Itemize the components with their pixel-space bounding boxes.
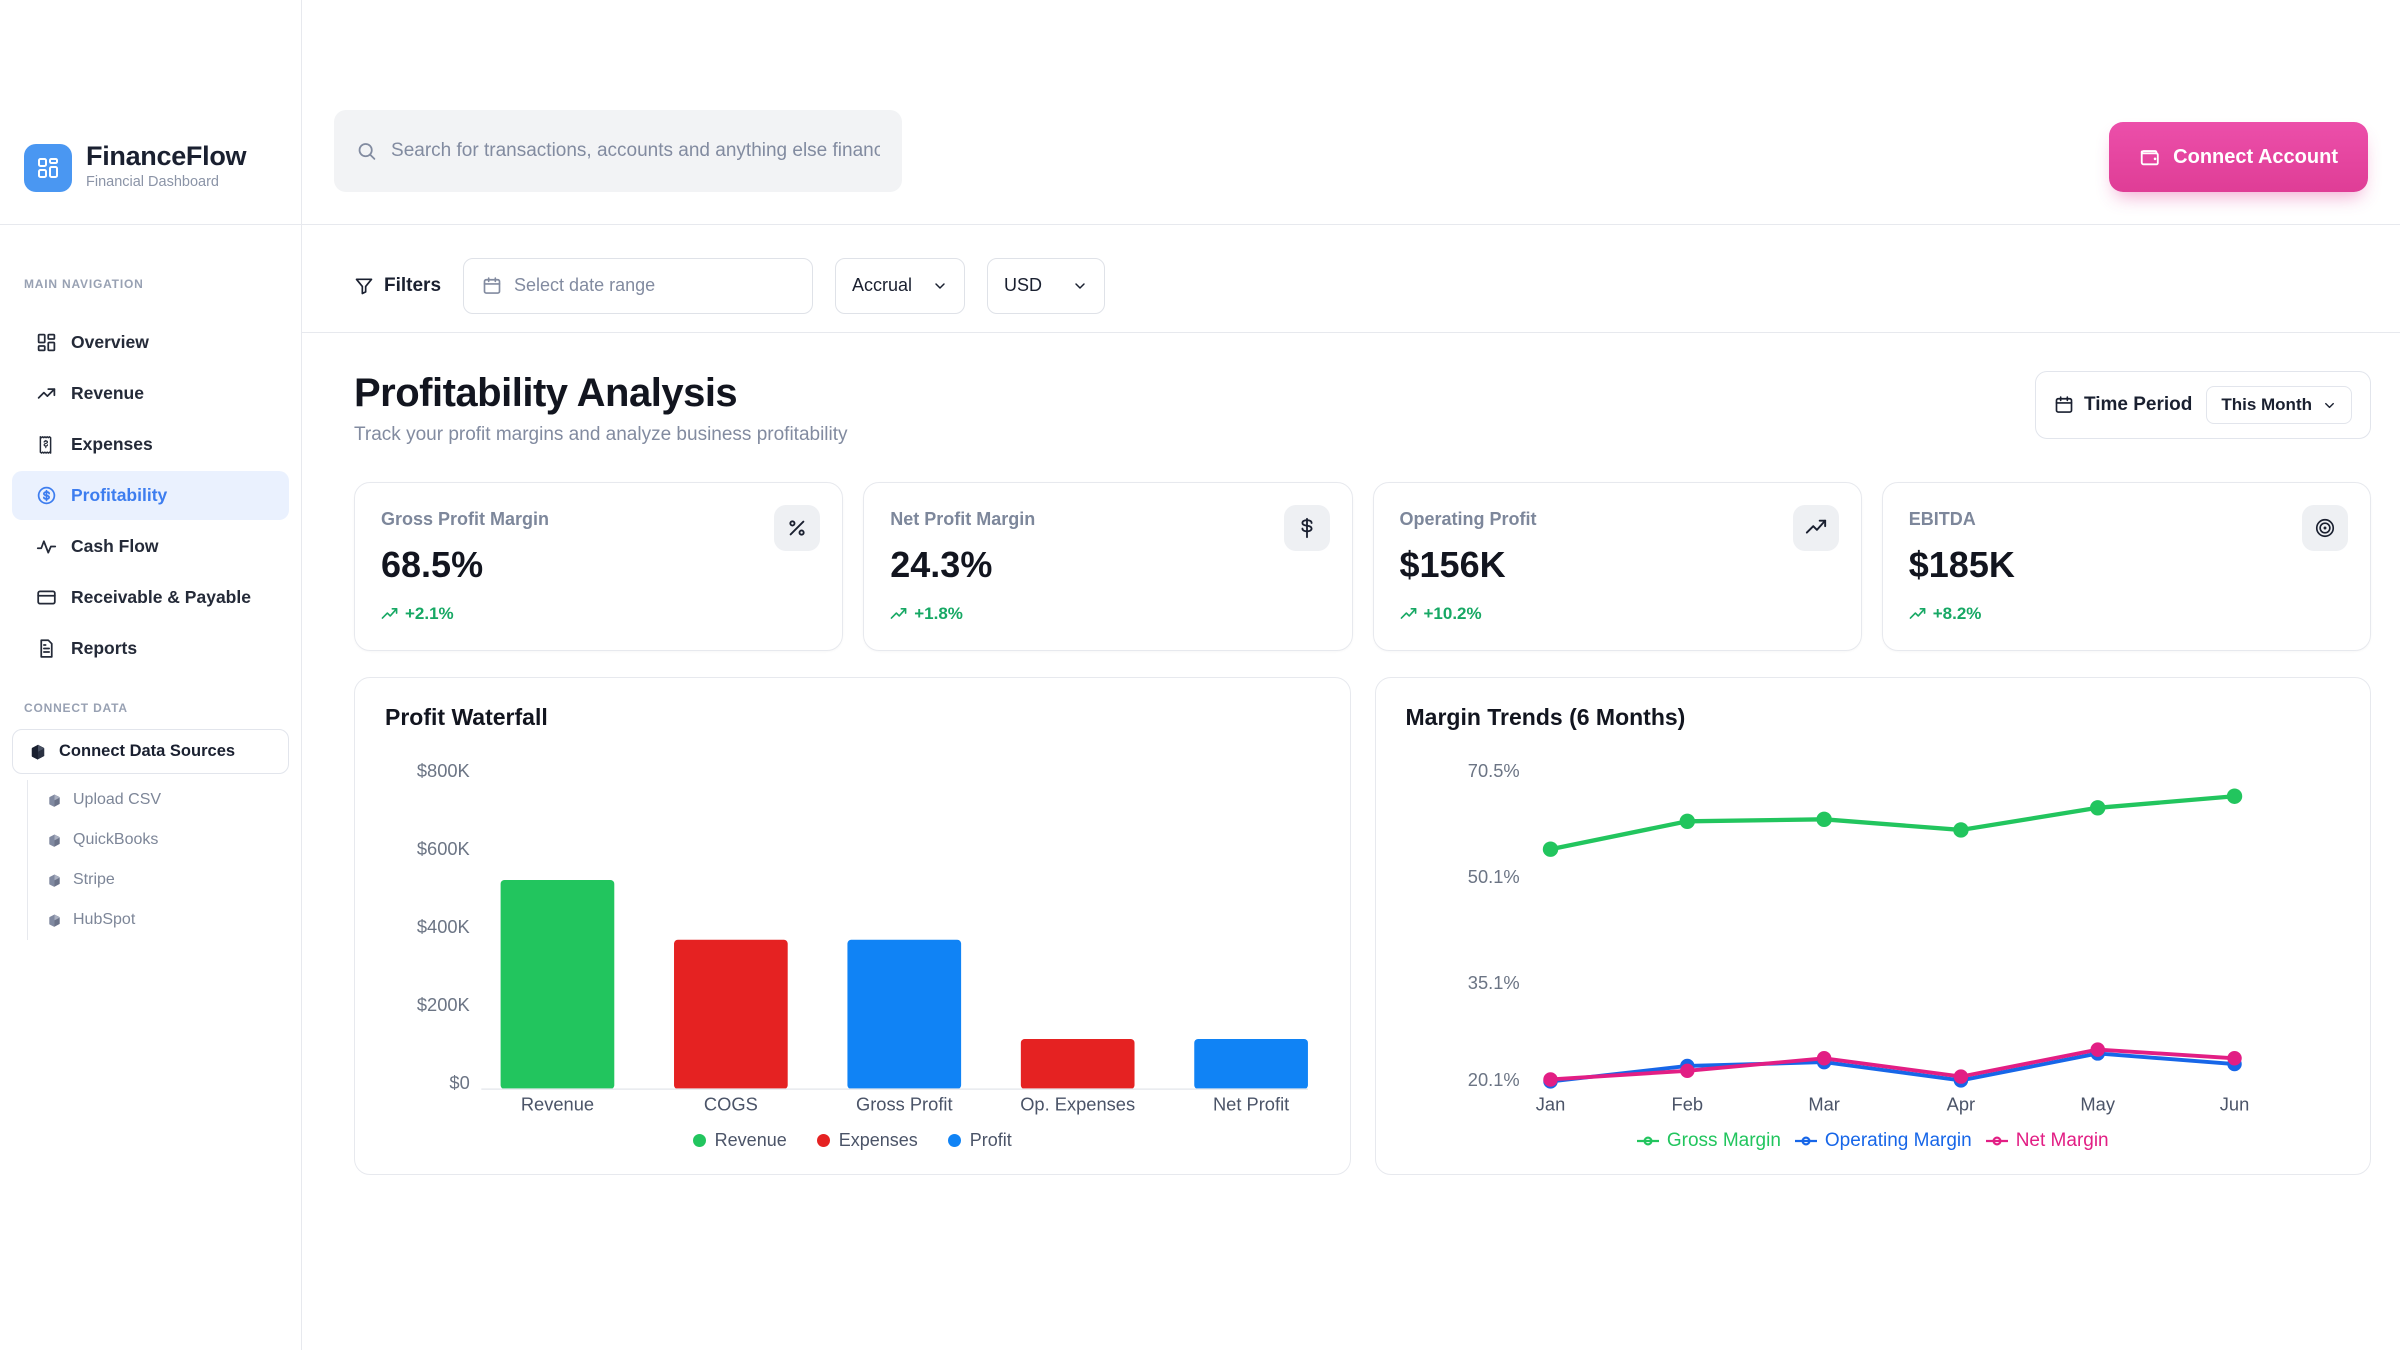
- svg-text:$600K: $600K: [417, 838, 470, 859]
- svg-text:20.1%: 20.1%: [1467, 1069, 1519, 1090]
- svg-text:Jan: Jan: [1535, 1093, 1565, 1114]
- svg-text:$200K: $200K: [417, 994, 470, 1015]
- svg-text:$400K: $400K: [417, 916, 470, 937]
- svg-text:$800K: $800K: [417, 760, 470, 781]
- svg-text:50.1%: 50.1%: [1467, 866, 1519, 887]
- svg-text:Apr: Apr: [1946, 1093, 1974, 1114]
- svg-text:Net Profit: Net Profit: [1213, 1093, 1289, 1114]
- svg-text:Op. Expenses: Op. Expenses: [1020, 1093, 1135, 1114]
- svg-text:Feb: Feb: [1671, 1093, 1703, 1114]
- svg-text:May: May: [2080, 1093, 2115, 1114]
- svg-text:Gross Profit: Gross Profit: [856, 1093, 953, 1114]
- svg-text:Revenue: Revenue: [521, 1093, 594, 1114]
- svg-text:$0: $0: [449, 1072, 469, 1093]
- svg-text:70.5%: 70.5%: [1467, 760, 1519, 781]
- svg-text:COGS: COGS: [704, 1093, 758, 1114]
- svg-text:35.1%: 35.1%: [1467, 972, 1519, 993]
- svg-text:Mar: Mar: [1808, 1093, 1840, 1114]
- svg-text:Jun: Jun: [2219, 1093, 2249, 1114]
